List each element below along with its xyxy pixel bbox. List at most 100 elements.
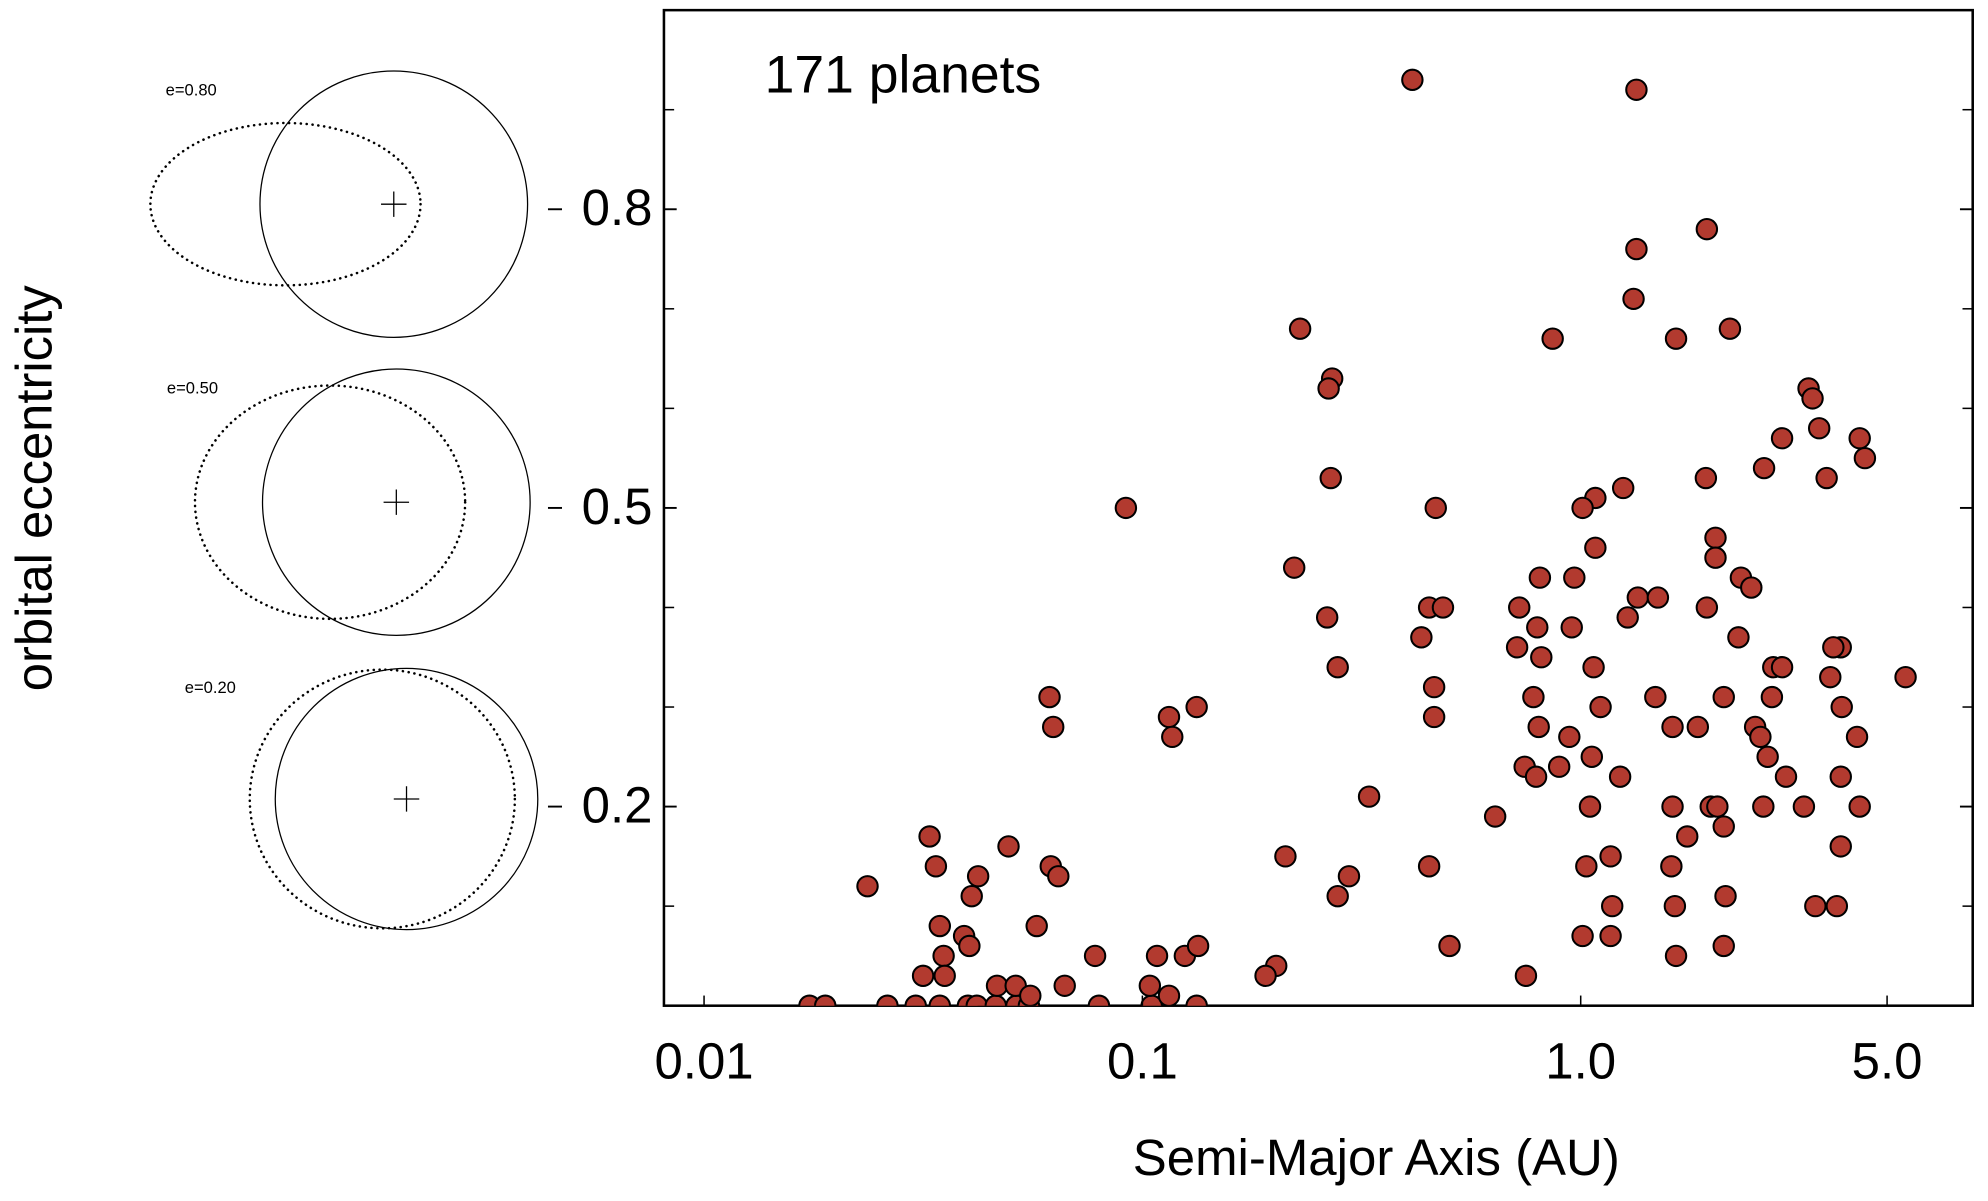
- plot-frame: [662, 8, 1974, 1007]
- x-tick-label: 0.01: [654, 1033, 753, 1090]
- planet-point: [1626, 586, 1650, 609]
- planet-point: [1282, 556, 1306, 579]
- planet-point: [1524, 765, 1548, 788]
- planet-point: [1804, 894, 1827, 918]
- planet-point: [1599, 924, 1622, 948]
- planet-point: [1438, 934, 1461, 958]
- orbit-circle: [274, 667, 539, 931]
- orbit-focus: [383, 489, 410, 515]
- planet-point: [1646, 586, 1670, 609]
- planet-point: [1315, 606, 1339, 629]
- planet-point: [1410, 626, 1433, 649]
- planet-point: [933, 964, 956, 987]
- x-tick-label: 1.0: [1545, 1033, 1616, 1090]
- planet-point: [965, 994, 988, 1006]
- planet-point: [1053, 974, 1076, 997]
- orbit-label: e=0.50: [167, 379, 218, 398]
- planet-point: [1718, 317, 1742, 340]
- planet-point: [985, 974, 1009, 997]
- x-tick-label: 5.0: [1852, 1033, 1923, 1090]
- x-axis-label: Semi-Major Axis (AU): [1133, 1129, 1620, 1186]
- planet-point: [1558, 725, 1581, 749]
- planet-point: [1704, 546, 1727, 569]
- x-tick-label: 0.1: [1107, 1033, 1178, 1090]
- planet-point: [1853, 446, 1877, 470]
- planet-point: [1819, 666, 1842, 689]
- planet-point: [1611, 476, 1635, 500]
- planet-point: [1514, 964, 1538, 987]
- planet-point: [1431, 596, 1455, 619]
- planet-point: [928, 914, 952, 938]
- planet-point: [1584, 536, 1607, 559]
- planet-point: [1756, 745, 1779, 768]
- planet-point: [1695, 596, 1719, 619]
- planet-point: [1047, 865, 1070, 888]
- y-axis-label: orbital eccentricity: [6, 285, 63, 691]
- planet-point: [960, 885, 983, 908]
- planet-point: [1563, 566, 1586, 589]
- orbit-circle: [259, 70, 529, 338]
- orbit-circle: [261, 368, 531, 637]
- planet-point: [1326, 656, 1349, 679]
- planet-point: [1760, 685, 1784, 709]
- planet-point: [1087, 994, 1111, 1006]
- planet-point: [1571, 924, 1594, 948]
- planet-point: [1571, 496, 1594, 520]
- planet-point: [1894, 666, 1917, 689]
- planet-point: [1829, 765, 1852, 788]
- planet-point: [918, 825, 941, 848]
- planet-point: [1695, 218, 1719, 241]
- planet-point: [1528, 566, 1552, 589]
- planet-point: [1541, 327, 1564, 350]
- planet-point: [1625, 78, 1648, 101]
- points: [798, 68, 1917, 1006]
- planet-point: [1527, 715, 1550, 739]
- planet-point: [1727, 626, 1750, 649]
- planet-point: [1792, 795, 1816, 818]
- planet-point: [1664, 944, 1688, 968]
- orbit-illustrations: e=0.80 e=0.50 e=0.20: [149, 70, 539, 931]
- planet-point: [1578, 795, 1602, 818]
- planet-point: [1706, 795, 1729, 818]
- planet-point: [1625, 237, 1648, 261]
- planet-point: [924, 855, 948, 878]
- planet-point: [1317, 377, 1340, 400]
- planet-point: [1145, 944, 1169, 968]
- planet-point: [1319, 466, 1342, 490]
- planet-point: [997, 835, 1020, 858]
- planet-point: [1770, 656, 1794, 679]
- planet-point: [1025, 914, 1048, 938]
- orbit-label: e=0.80: [166, 81, 217, 100]
- planet-point: [1526, 616, 1549, 639]
- planet-point: [958, 934, 981, 958]
- planet-point: [1582, 656, 1605, 679]
- planet-point: [1712, 815, 1735, 838]
- planet-point: [1483, 805, 1507, 828]
- planet-point: [1660, 855, 1683, 878]
- y-tick-label: 0.8: [582, 179, 653, 236]
- planet-point: [1422, 675, 1446, 699]
- planet-point: [1661, 795, 1684, 818]
- planet-point: [1274, 845, 1297, 868]
- planet-point: [1774, 765, 1798, 788]
- planet-point: [1580, 745, 1604, 768]
- planet-point: [1825, 894, 1849, 918]
- orbit-focus: [381, 191, 407, 217]
- planet-point: [1575, 855, 1598, 878]
- planet-point: [1608, 765, 1632, 788]
- planet-point: [1157, 984, 1181, 1006]
- planet-point: [1712, 685, 1735, 709]
- planet-point: [1560, 616, 1583, 639]
- planet-point: [1712, 934, 1735, 958]
- planet-point: [1041, 715, 1065, 739]
- planet-point: [1424, 496, 1447, 520]
- planet-point: [1622, 287, 1645, 311]
- planet-point: [814, 994, 837, 1006]
- planet-point: [1038, 685, 1061, 709]
- orbit-ellipse: [248, 668, 517, 930]
- planet-point: [1157, 705, 1181, 729]
- planet-point: [1815, 466, 1838, 490]
- planet-point: [1770, 427, 1794, 450]
- orbit-focus: [393, 786, 420, 812]
